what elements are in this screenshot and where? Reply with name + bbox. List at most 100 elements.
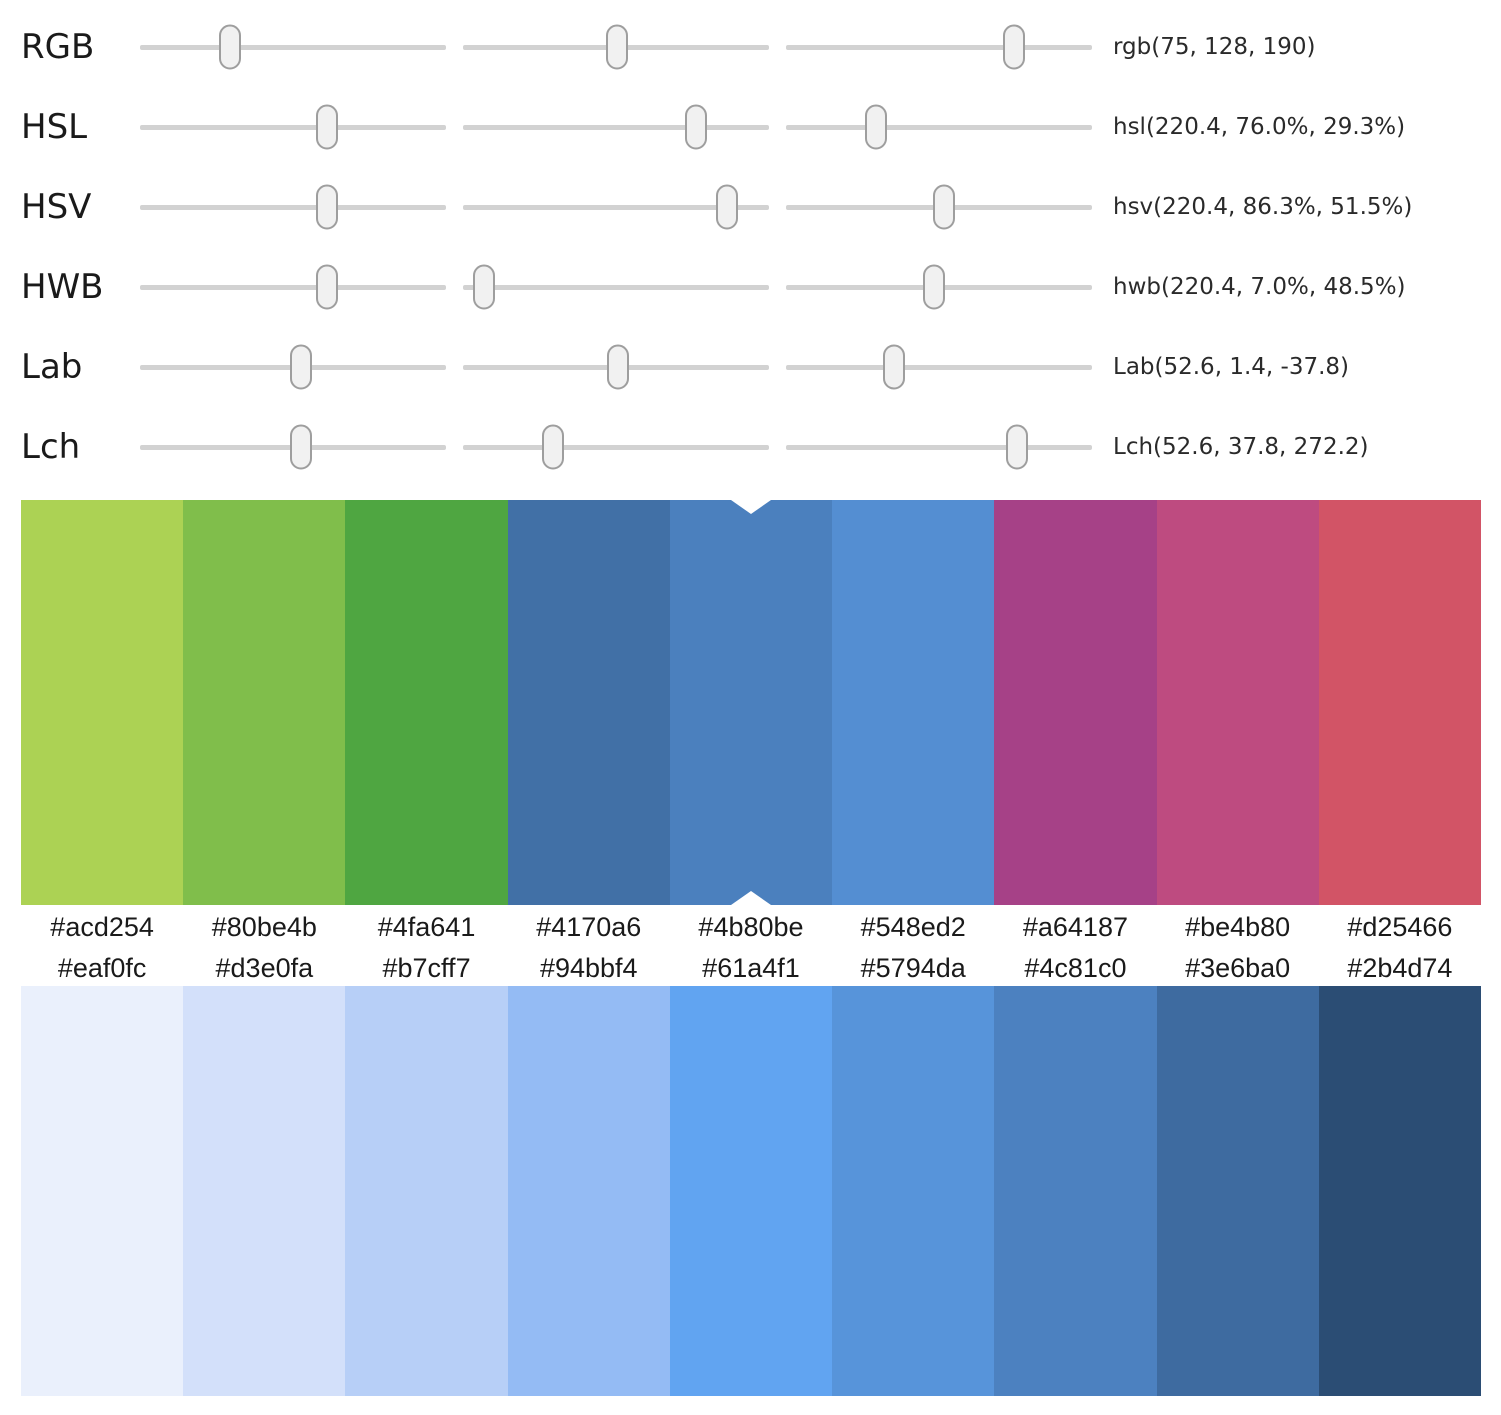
slider-track[interactable]	[140, 104, 446, 150]
color-value-readout: Lab(52.6, 1.4, -37.8)	[1113, 354, 1349, 380]
slider-track[interactable]	[463, 184, 769, 230]
palette-swatch[interactable]	[183, 986, 346, 1396]
slider-thumb[interactable]	[289, 344, 312, 390]
palette-swatch[interactable]	[994, 500, 1157, 905]
slider-track[interactable]	[140, 264, 446, 310]
hue-palette-hex-labels: #acd254 #80be4b #4fa641 #4170a6 #4b80be #548e…	[21, 905, 1481, 950]
swatch-hex-label: #5794da	[860, 952, 966, 983]
swatch-hex-label: #2b4d74	[1347, 952, 1453, 983]
palette-swatch[interactable]	[507, 986, 670, 1396]
slider-thumb[interactable]	[1002, 24, 1025, 70]
slider-thumb[interactable]	[316, 264, 339, 310]
slider-track[interactable]	[463, 424, 769, 470]
swatch-hex-label: #3e6ba0	[1185, 952, 1291, 983]
palette-swatch[interactable]	[1318, 500, 1481, 905]
slider-thumb[interactable]	[716, 184, 739, 230]
palette-swatch[interactable]	[1318, 986, 1481, 1396]
slider-group	[140, 184, 1092, 230]
tint-shade-palette	[21, 986, 1481, 1396]
swatch-hex-label: #94bbf4	[539, 952, 638, 983]
color-model-label: RGB	[21, 27, 95, 67]
swatch-hex-label: #acd254	[50, 912, 154, 942]
slider-track[interactable]	[786, 104, 1092, 150]
color-model-row: Lab Lab(52.6, 1.4, -37.8)	[21, 327, 1501, 407]
slider-group	[140, 344, 1092, 390]
slider-thumb[interactable]	[316, 184, 339, 230]
swatch-hex-label: #eaf0fc	[57, 952, 147, 983]
color-model-row: HSV hsv(220.4, 86.3%, 51.5%)	[21, 167, 1501, 247]
swatch-hex-label: #d3e0fa	[215, 952, 314, 983]
slider-track[interactable]	[140, 344, 446, 390]
color-model-row: RGB rgb(75, 128, 190)	[21, 7, 1501, 87]
palette-swatch[interactable]	[345, 986, 508, 1396]
color-value-readout: Lch(52.6, 37.8, 272.2)	[1113, 434, 1369, 460]
swatch-hex-label: #d25466	[1347, 912, 1453, 942]
palette-swatch[interactable]	[994, 986, 1157, 1396]
color-value-readout: hsl(220.4, 76.0%, 29.3%)	[1113, 114, 1406, 140]
palette-swatch[interactable]	[669, 500, 833, 905]
swatch-hex-label: #4b80be	[698, 912, 804, 942]
slider-track[interactable]	[140, 184, 446, 230]
slider-track[interactable]	[463, 104, 769, 150]
slider-thumb[interactable]	[218, 24, 241, 70]
palette-swatch[interactable]	[832, 500, 995, 905]
slider-group	[140, 424, 1092, 470]
slider-thumb[interactable]	[542, 424, 565, 470]
slider-thumb[interactable]	[289, 424, 312, 470]
slider-track[interactable]	[463, 344, 769, 390]
slider-track[interactable]	[140, 24, 446, 70]
color-model-label: HSL	[21, 107, 88, 147]
slider-track[interactable]	[786, 24, 1092, 70]
slider-track[interactable]	[786, 264, 1092, 310]
palette-swatch[interactable]	[345, 500, 508, 905]
palette-swatch[interactable]	[507, 500, 670, 905]
slider-group	[140, 104, 1092, 150]
slider-track[interactable]	[463, 264, 769, 310]
swatch-hex-label: #be4b80	[1185, 912, 1291, 942]
palette-swatch[interactable]	[1156, 500, 1319, 905]
swatch-hex-label: #b7cff7	[382, 952, 471, 983]
tint-shade-hex-labels: #eaf0fc #d3e0fa #b7cff7 #94bbf4 #61a4f1 #5794…	[21, 950, 1481, 986]
palette-swatch[interactable]	[183, 500, 346, 905]
slider-thumb[interactable]	[606, 344, 629, 390]
palette-swatch[interactable]	[21, 500, 184, 905]
slider-track[interactable]	[786, 344, 1092, 390]
slider-thumb[interactable]	[1006, 424, 1029, 470]
slider-thumb[interactable]	[864, 104, 887, 150]
color-model-label: Lch	[21, 427, 81, 467]
color-model-label: HSV	[21, 187, 92, 227]
color-value-readout: rgb(75, 128, 190)	[1113, 34, 1316, 60]
swatch-hex-label: #80be4b	[211, 912, 317, 942]
selected-swatch-notch-bottom	[730, 891, 771, 905]
slider-thumb[interactable]	[684, 104, 707, 150]
slider-group	[140, 24, 1092, 70]
slider-group	[140, 264, 1092, 310]
color-model-row: HWB hwb(220.4, 7.0%, 48.5%)	[21, 247, 1501, 327]
color-model-row: HSL hsl(220.4, 76.0%, 29.3%)	[21, 87, 1501, 167]
selected-swatch-notch-top	[730, 500, 771, 514]
color-model-rows: RGB rgb(75, 128, 190) HSL	[0, 0, 1501, 487]
swatch-hex-label: #4170a6	[536, 912, 642, 942]
color-model-label: HWB	[21, 267, 104, 307]
swatch-hex-label: #4fa641	[377, 912, 476, 942]
color-model-row: Lch Lch(52.6, 37.8, 272.2)	[21, 407, 1501, 487]
palette-swatch[interactable]	[669, 986, 833, 1396]
palette-swatch[interactable]	[1156, 986, 1319, 1396]
slider-track[interactable]	[786, 424, 1092, 470]
slider-track[interactable]	[463, 24, 769, 70]
color-value-readout: hsv(220.4, 86.3%, 51.5%)	[1113, 194, 1413, 220]
palette-swatch[interactable]	[832, 986, 995, 1396]
slider-track[interactable]	[140, 424, 446, 470]
slider-thumb[interactable]	[316, 104, 339, 150]
slider-thumb[interactable]	[882, 344, 905, 390]
slider-track[interactable]	[786, 184, 1092, 230]
slider-thumb[interactable]	[932, 184, 955, 230]
swatch-hex-label: #4c81c0	[1024, 952, 1127, 983]
slider-thumb[interactable]	[605, 24, 628, 70]
palette-swatch[interactable]	[21, 986, 184, 1396]
swatch-hex-label: #a64187	[1022, 912, 1128, 942]
slider-thumb[interactable]	[473, 264, 496, 310]
color-value-readout: hwb(220.4, 7.0%, 48.5%)	[1113, 274, 1406, 300]
slider-thumb[interactable]	[923, 264, 946, 310]
